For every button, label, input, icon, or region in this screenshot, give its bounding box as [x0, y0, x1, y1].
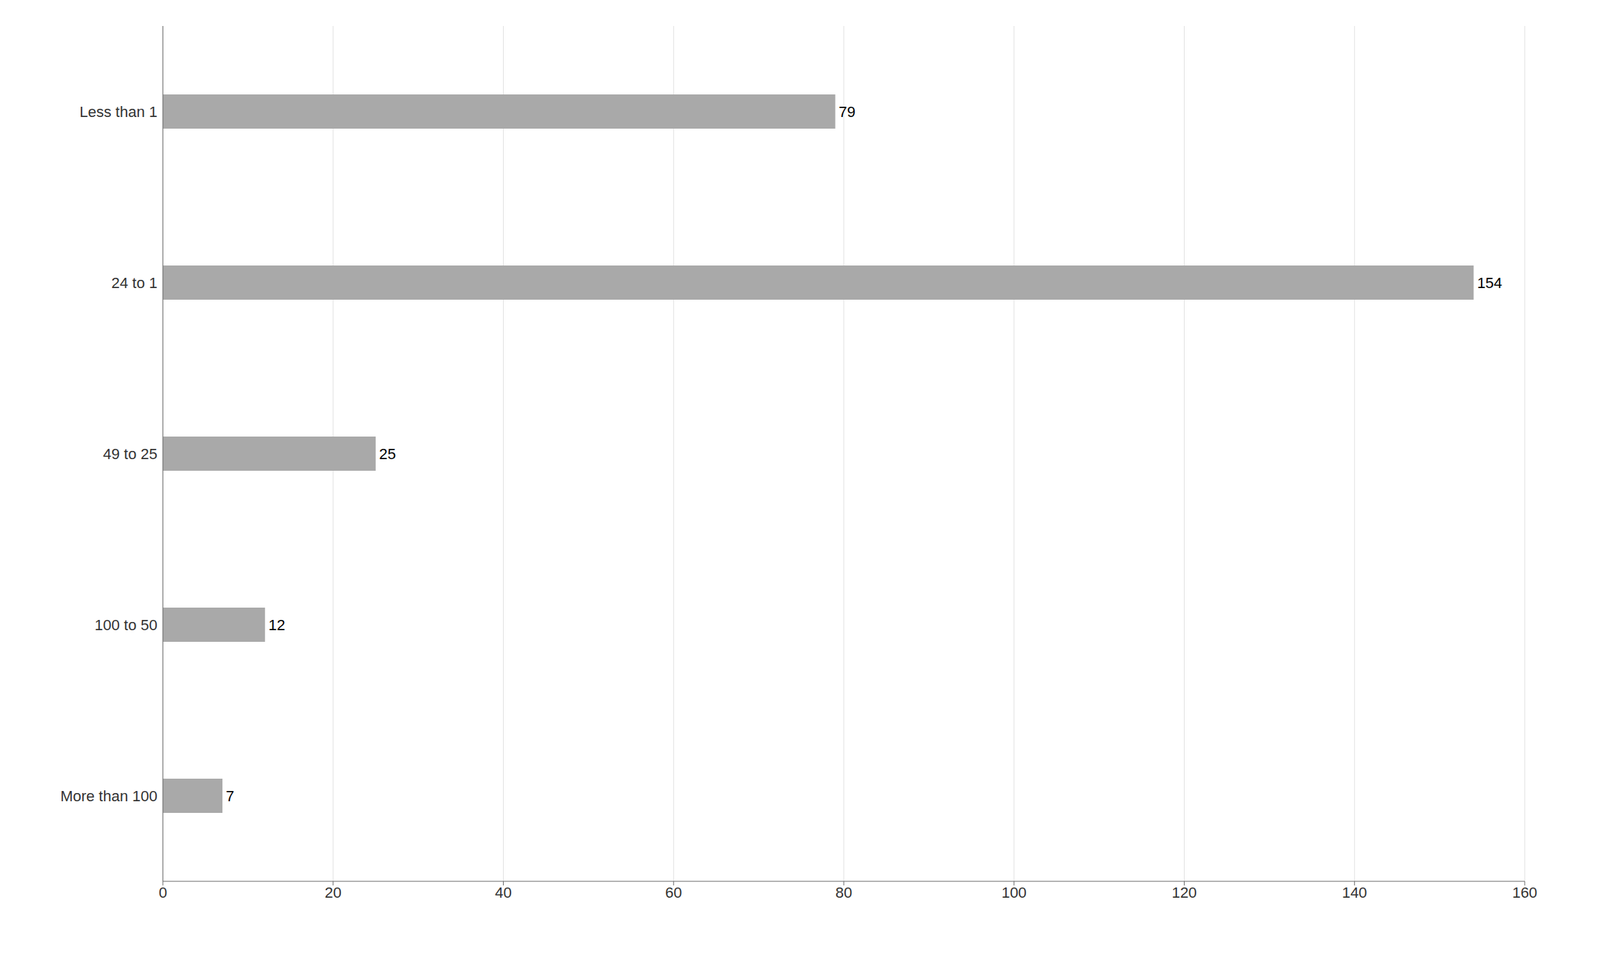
svg-text:More than 100: More than 100	[60, 787, 158, 805]
svg-text:20: 20	[325, 884, 342, 902]
svg-text:7: 7	[225, 787, 235, 805]
svg-text:0: 0	[158, 884, 167, 902]
svg-text:25: 25	[379, 445, 396, 463]
svg-text:160: 160	[1512, 884, 1538, 902]
svg-text:60: 60	[665, 884, 682, 902]
svg-text:120: 120	[1171, 884, 1197, 902]
svg-text:49 to 25: 49 to 25	[102, 445, 158, 463]
svg-text:80: 80	[835, 884, 853, 902]
svg-text:140: 140	[1342, 884, 1368, 902]
svg-text:Less than 1: Less than 1	[79, 103, 158, 121]
svg-text:12: 12	[268, 616, 285, 634]
svg-text:100 to 50: 100 to 50	[94, 616, 158, 634]
svg-text:40: 40	[494, 884, 512, 902]
svg-text:24 to 1: 24 to 1	[111, 274, 158, 292]
svg-text:79: 79	[839, 103, 856, 121]
svg-text:154: 154	[1476, 274, 1503, 292]
svg-text:100: 100	[1001, 884, 1027, 902]
